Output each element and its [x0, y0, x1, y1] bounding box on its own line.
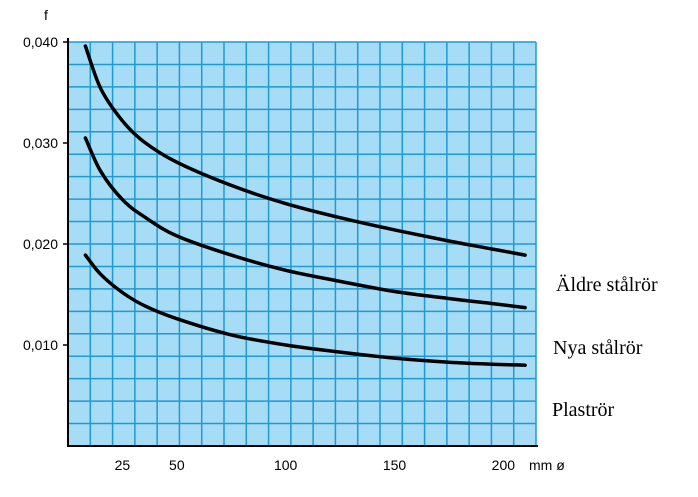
- x-tick-label: 25: [115, 457, 131, 473]
- y-tick-label: 0,030: [23, 135, 58, 151]
- series-line: [83, 253, 527, 367]
- series-line: [83, 136, 527, 310]
- series-label: Nya stålrör: [553, 337, 643, 359]
- tick-labels: 25 50 100 150 200 0,010 0,020 0,030 0,040: [23, 34, 515, 473]
- series-label: Plaströr: [552, 399, 615, 421]
- series-lines: [83, 44, 527, 367]
- series-label: Äldre stålrör: [556, 273, 658, 296]
- y-axis-label: f: [44, 7, 48, 23]
- x-tick-label: 100: [274, 457, 298, 473]
- y-tick-label: 0,040: [23, 34, 58, 50]
- x-tick-label: 200: [492, 457, 516, 473]
- y-tick-label: 0,010: [23, 337, 58, 353]
- series-labels: Äldre stålrör Nya stålrör Plaströr: [552, 273, 658, 421]
- series-line: [83, 44, 527, 257]
- x-tick-label: 50: [169, 457, 185, 473]
- x-axis-label: mm ø: [529, 457, 565, 473]
- x-tick-label: 150: [383, 457, 407, 473]
- y-tick-label: 0,020: [23, 236, 58, 252]
- axes: [63, 38, 538, 447]
